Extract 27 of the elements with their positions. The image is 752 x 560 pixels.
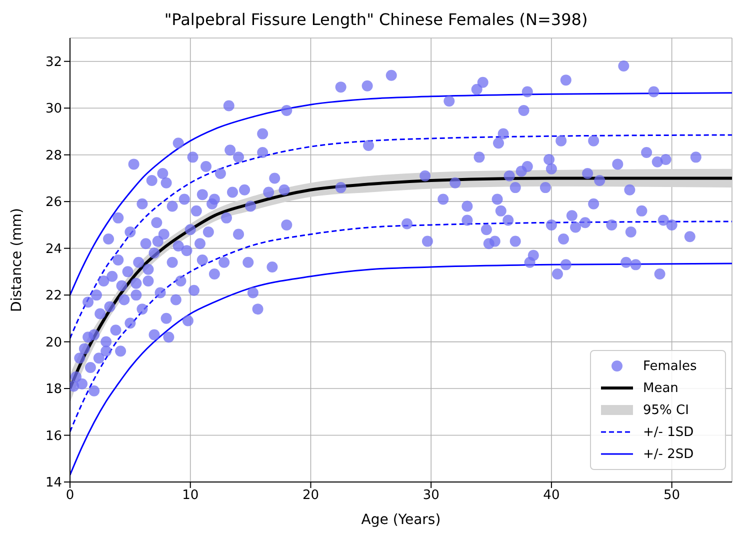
- line-series: [70, 92, 732, 296]
- y-tick-label: 16: [45, 428, 62, 444]
- legend-label: Females: [643, 358, 697, 374]
- y-tick-label: 18: [45, 382, 62, 398]
- x-tick-label: 10: [182, 488, 199, 504]
- line-series: [70, 134, 732, 340]
- x-tick-label: 50: [664, 488, 680, 504]
- y-tick-label: 14: [45, 476, 62, 491]
- y-tick-label: 30: [45, 102, 62, 117]
- legend-label: +/- 1SD: [643, 424, 694, 440]
- annotation: 95% CI: [643, 402, 689, 418]
- line-series: [70, 262, 732, 476]
- legend-label: Mean: [643, 380, 678, 396]
- x-tick-label: 20: [302, 488, 319, 504]
- y-tick-label: 22: [45, 288, 62, 304]
- y-axis-title: Distance (mm): [8, 208, 25, 312]
- y-tick-label: 28: [45, 148, 62, 164]
- x-axis-title: Age (Years): [361, 512, 441, 528]
- x-tick-label: 30: [422, 488, 440, 504]
- x-tick-label: 0: [66, 488, 74, 504]
- x-tick-label: 40: [543, 488, 560, 504]
- y-tick-label: 26: [45, 195, 62, 210]
- y-tick-label: 20: [45, 335, 62, 350]
- y-tick-label: 32: [45, 54, 62, 70]
- y-tick-label: 24: [45, 242, 62, 257]
- legend-label: +/- 2SD: [643, 446, 694, 462]
- chart-title: "Palpebral Fissure Length" Chinese Females (N=398): [163, 9, 589, 31]
